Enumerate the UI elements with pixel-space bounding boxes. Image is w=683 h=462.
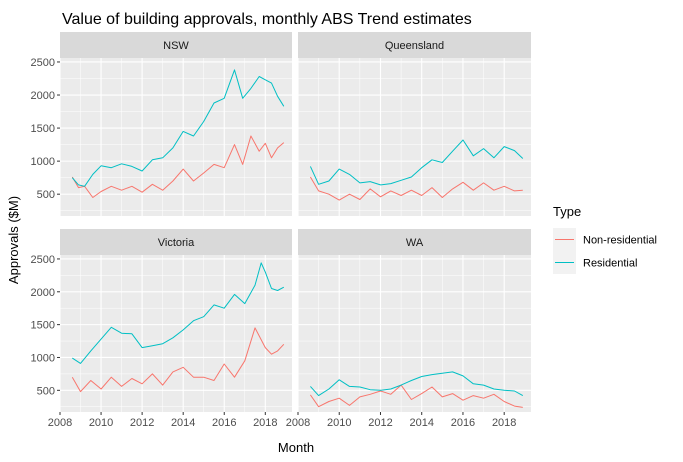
series-line-nsw-non-residential <box>71 135 285 198</box>
series-line-wa-non-residential <box>309 384 523 408</box>
strip-label-wa: WA <box>406 237 424 249</box>
x-axis-label: Month <box>278 440 314 455</box>
series-line-queensland-non-residential <box>309 176 523 201</box>
plot-background-wa <box>298 255 531 412</box>
x-tick-label: 2018 <box>492 417 516 429</box>
series-line-nsw-residential <box>71 69 285 187</box>
y-tick-label: 2000 <box>31 287 55 299</box>
y-tick-label: 1000 <box>31 352 55 364</box>
legend-title: Type <box>553 204 581 219</box>
plot-background-queensland <box>298 58 531 216</box>
y-tick-label: 1000 <box>31 156 55 168</box>
plot-background-nsw <box>60 58 292 216</box>
y-tick-label: 1500 <box>31 320 55 332</box>
y-tick-label: 2000 <box>31 90 55 102</box>
x-tick-label: 2016 <box>451 417 475 429</box>
strip-queensland <box>298 32 531 58</box>
x-tick-label: 2008 <box>286 417 310 429</box>
x-tick-label: 2016 <box>212 417 236 429</box>
panel-victoria: Victoria 500 1000 1500 2000 2500 2008 2010 2012 2… <box>31 229 292 429</box>
series-line-victoria-non-residential <box>71 327 285 393</box>
x-tick-label: 2008 <box>48 417 72 429</box>
legend-label-residential: Residential <box>583 258 637 270</box>
panels: NSW 500 1000 1500 2000 2500 Queensland Victoria… <box>31 32 531 429</box>
strip-label-queensland: Queensland <box>385 40 444 52</box>
strip-nsw <box>60 32 292 58</box>
legend: Type Non-residential Residential <box>553 204 657 274</box>
y-axis-label: Approvals ($M) <box>6 196 21 284</box>
panel-nsw: NSW 500 1000 1500 2000 2500 <box>31 32 292 216</box>
series-line-victoria-residential <box>72 262 285 364</box>
x-tick-label: 2010 <box>89 417 113 429</box>
y-tick-label: 2500 <box>31 254 55 266</box>
y-tick-label: 1500 <box>31 123 55 135</box>
panel-queensland: Queensland <box>297 32 531 216</box>
y-tick-label: 2500 <box>31 57 55 69</box>
panel-wa: WA 2008 2010 2012 2014 2016 2018 <box>286 229 531 429</box>
y-tick-label: 500 <box>37 385 55 397</box>
x-tick-label: 2014 <box>171 417 195 429</box>
x-tick-label: 2010 <box>327 417 351 429</box>
chart-title: Value of building approvals, monthly ABS… <box>62 11 472 28</box>
strip-label-nsw: NSW <box>163 40 189 52</box>
series-line-queensland-residential <box>309 139 524 186</box>
series-line-wa-residential <box>310 371 524 397</box>
legend-label-non-residential: Non-residential <box>583 235 657 247</box>
x-tick-label: 2012 <box>130 417 154 429</box>
strip-victoria <box>60 229 292 255</box>
x-tick-label: 2014 <box>409 417 433 429</box>
strip-wa <box>298 229 531 255</box>
x-tick-label: 2018 <box>253 417 277 429</box>
strip-label-victoria: Victoria <box>158 237 195 249</box>
y-tick-label: 500 <box>37 189 55 201</box>
x-tick-label: 2012 <box>368 417 392 429</box>
